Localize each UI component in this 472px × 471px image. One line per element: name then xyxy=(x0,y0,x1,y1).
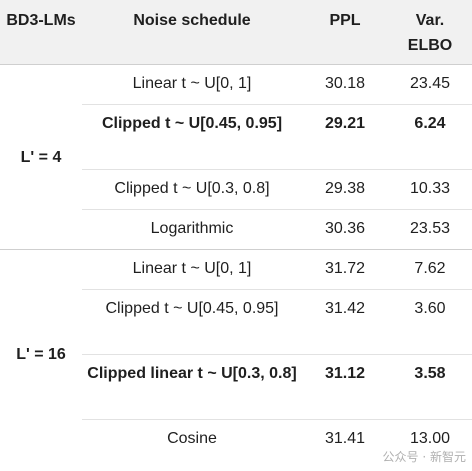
table-row: Clipped t ~ U[0.45, 0.95] 31.42 3.60 xyxy=(0,289,472,355)
schedule-cell: Cosine xyxy=(82,419,302,460)
ppl-cell: 31.41 xyxy=(302,419,388,460)
header-ppl: PPL xyxy=(302,0,388,65)
var-elbo-cell: 3.58 xyxy=(388,354,472,420)
table-row: Logarithmic 30.36 23.53 xyxy=(0,209,472,250)
table-row: L' = 16 Linear t ~ U[0, 1] 31.72 7.62 xyxy=(0,249,472,460)
ppl-cell: 30.18 xyxy=(302,64,388,105)
ppl-cell: 31.72 xyxy=(302,249,388,290)
header-row: BD3-LMs Noise schedule PPL Var. ELBO xyxy=(0,0,472,65)
var-elbo-cell: 6.24 xyxy=(388,104,472,170)
ppl-cell: 29.38 xyxy=(302,169,388,210)
ppl-cell: 31.12 xyxy=(302,354,388,420)
ppl-cell: 29.21 xyxy=(302,104,388,170)
group-label-l16: L' = 16 xyxy=(0,249,82,460)
results-table: BD3-LMs Noise schedule PPL Var. ELBO L' … xyxy=(0,0,472,460)
var-elbo-cell: 23.53 xyxy=(388,209,472,250)
ppl-cell: 31.42 xyxy=(302,289,388,355)
table-row: Clipped linear t ~ U[0.3, 0.8] 31.12 3.5… xyxy=(0,354,472,420)
var-elbo-cell: 3.60 xyxy=(388,289,472,355)
schedule-cell: Linear t ~ U[0, 1] xyxy=(82,249,302,290)
table-row: Cosine 31.41 13.00 xyxy=(0,419,472,460)
ppl-cell: 30.36 xyxy=(302,209,388,250)
var-elbo-cell: 10.33 xyxy=(388,169,472,210)
table-row: Clipped t ~ U[0.45, 0.95] 29.21 6.24 xyxy=(0,104,472,170)
header-noise-schedule: Noise schedule xyxy=(82,0,302,65)
var-elbo-cell: 23.45 xyxy=(388,64,472,105)
schedule-cell: Clipped linear t ~ U[0.3, 0.8] xyxy=(82,354,302,420)
table-row: L' = 4 Linear t ~ U[0, 1] 30.18 23.45 xyxy=(0,64,472,250)
table-row: Clipped t ~ U[0.3, 0.8] 29.38 10.33 xyxy=(0,169,472,210)
schedule-cell: Clipped t ~ U[0.45, 0.95] xyxy=(82,289,302,355)
schedule-cell: Linear t ~ U[0, 1] xyxy=(82,64,302,105)
var-elbo-cell: 13.00 xyxy=(388,419,472,460)
var-elbo-cell: 7.62 xyxy=(388,249,472,290)
schedule-cell: Clipped t ~ U[0.45, 0.95] xyxy=(82,104,302,170)
schedule-cell: Clipped t ~ U[0.3, 0.8] xyxy=(82,169,302,210)
header-model: BD3-LMs xyxy=(0,0,82,65)
header-var-elbo: Var. ELBO xyxy=(388,0,472,65)
watermark: 公众号 · 新智元 xyxy=(382,450,466,464)
group-label-l4: L' = 4 xyxy=(0,64,82,250)
schedule-cell: Logarithmic xyxy=(82,209,302,250)
